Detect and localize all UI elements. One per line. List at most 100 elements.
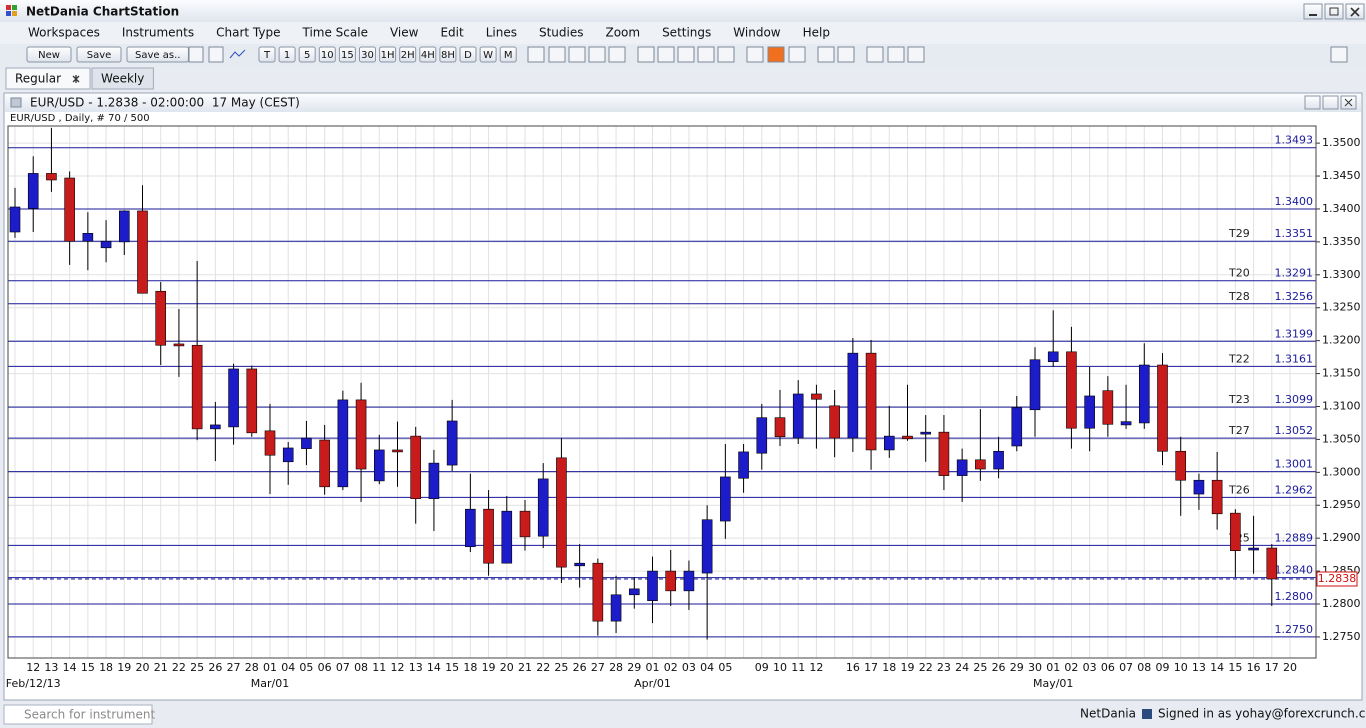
tool-icon[interactable] — [788, 46, 806, 63]
toolbar-button[interactable] — [76, 46, 122, 63]
menu-item[interactable]: Instruments — [122, 26, 194, 40]
period-button[interactable] — [479, 46, 497, 63]
tool-icon[interactable] — [637, 46, 655, 63]
tool-icon[interactable] — [767, 46, 785, 63]
plot-area — [8, 126, 1316, 658]
tool-icon[interactable] — [887, 46, 905, 63]
candle-body — [1120, 421, 1132, 426]
x-tick-label: 05 — [718, 661, 732, 674]
restore-button[interactable] — [1322, 95, 1339, 110]
candle-body — [46, 173, 57, 181]
tool-icon[interactable] — [657, 46, 675, 63]
tool-icon[interactable] — [866, 46, 884, 63]
period-button[interactable] — [338, 46, 356, 63]
x-tick-label: 12 — [809, 661, 823, 674]
menu-item[interactable]: Time Scale — [301, 26, 367, 40]
candle-body — [1029, 359, 1041, 411]
x-tick-label: 27 — [591, 661, 605, 674]
candle-body — [738, 451, 749, 479]
tool-icon[interactable] — [608, 46, 626, 63]
candle-body — [373, 449, 385, 482]
tool-icon[interactable] — [697, 46, 715, 63]
x-tick-label: 26 — [992, 661, 1006, 674]
menu-item[interactable]: Workspaces — [28, 26, 100, 40]
candle-body — [537, 478, 549, 537]
period-button[interactable] — [459, 46, 477, 63]
level-label: 1.3199 — [1275, 327, 1314, 340]
x-tick-label: 16 — [846, 661, 860, 674]
period-button[interactable] — [359, 46, 376, 63]
tool-icon[interactable] — [208, 46, 224, 63]
candle-body — [1248, 547, 1259, 551]
y-tick-label: 1.3200 — [1322, 334, 1361, 347]
tool-icon[interactable] — [817, 46, 835, 63]
period-button[interactable] — [399, 46, 417, 63]
period-button[interactable] — [298, 46, 316, 63]
tool-icon[interactable] — [548, 46, 566, 63]
tool-icon[interactable] — [588, 46, 606, 63]
period-button[interactable] — [499, 46, 517, 63]
candle-body — [246, 368, 258, 434]
toolbar-button[interactable] — [126, 46, 189, 63]
candle-body — [82, 233, 94, 242]
menu-item[interactable]: Window — [733, 26, 781, 40]
tab-close[interactable] — [72, 75, 80, 83]
candle-body — [1266, 547, 1278, 580]
tool-icon[interactable] — [717, 46, 735, 63]
menu-item[interactable]: Zoom — [605, 26, 640, 40]
candle-body — [337, 399, 349, 488]
tool-icon[interactable] — [837, 46, 855, 63]
x-tick-label: 02 — [664, 661, 678, 674]
candle-body — [155, 290, 167, 346]
window-controls — [1303, 3, 1365, 20]
tool-icon[interactable] — [527, 46, 545, 63]
y-tick-label: 1.3050 — [1322, 432, 1361, 445]
tool-icon[interactable] — [1330, 46, 1348, 63]
period-button[interactable] — [318, 46, 336, 63]
title-bar — [0, 0, 1366, 22]
x-tick-label: 20 — [1283, 661, 1297, 674]
candle-body — [811, 393, 822, 400]
minimize-button[interactable] — [1304, 95, 1321, 110]
period-button[interactable] — [258, 46, 276, 63]
y-tick-label: 1.3000 — [1322, 465, 1361, 478]
menu-item[interactable]: Help — [803, 26, 830, 40]
candle-body — [610, 594, 622, 622]
search-input[interactable] — [3, 704, 153, 725]
restore-button[interactable] — [1324, 3, 1344, 20]
y-tick-label: 1.3150 — [1322, 367, 1361, 380]
level-label: 1.3400 — [1275, 195, 1314, 208]
period-button[interactable] — [379, 46, 397, 63]
tool-icon[interactable] — [188, 46, 204, 63]
candle-body — [975, 459, 986, 470]
menu-item[interactable]: Edit — [440, 26, 464, 40]
x-tick-label: 01 — [263, 661, 277, 674]
tool-icon[interactable] — [907, 46, 925, 63]
tool-icon[interactable] — [677, 46, 695, 63]
tool-icon[interactable] — [568, 46, 586, 63]
menu-item[interactable]: Lines — [486, 26, 517, 40]
tab[interactable] — [5, 67, 91, 90]
menu-bar — [0, 22, 1366, 44]
x-tick-label: 15 — [445, 661, 459, 674]
level-label: 1.3099 — [1275, 393, 1314, 406]
menu-item[interactable]: Settings — [662, 26, 711, 40]
period-button-label: 1 — [284, 50, 290, 61]
toolbar-button[interactable] — [26, 46, 72, 63]
tool-icon[interactable] — [229, 49, 246, 59]
tab[interactable] — [91, 67, 154, 90]
period-button[interactable] — [439, 46, 457, 63]
x-tick-label: 19 — [482, 661, 496, 674]
period-button[interactable] — [278, 46, 296, 63]
period-button-label: 8H — [441, 50, 455, 61]
menu-item[interactable]: Studies — [539, 26, 584, 40]
x-tick-label: 03 — [682, 661, 696, 674]
tool-icon[interactable] — [746, 46, 764, 63]
menu-item[interactable]: View — [390, 26, 419, 40]
x-tick-label: 11 — [791, 661, 805, 674]
menu-item[interactable]: Chart Type — [216, 26, 280, 40]
level-label: 1.3351 — [1275, 227, 1314, 240]
y-tick-label: 1.2750 — [1322, 630, 1361, 643]
minimize-button[interactable] — [1303, 3, 1323, 20]
period-button[interactable] — [419, 46, 437, 63]
